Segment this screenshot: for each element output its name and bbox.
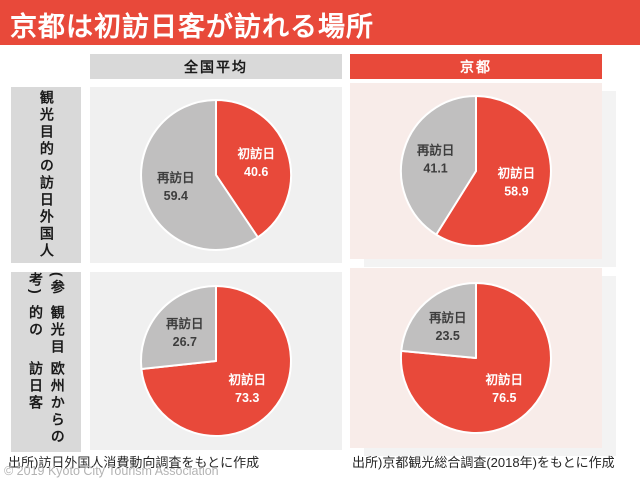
column-header-kyoto-label: 京都 [460, 58, 492, 75]
panel-kyoto-tourism: 初訪日 58.9 再訪日 41.1 [350, 83, 602, 259]
row-header-line: 観光目的の [38, 90, 55, 175]
pie-national-tourism: 初訪日 40.6 再訪日 59.4 [140, 99, 292, 251]
column-header-kyoto: 京都 [350, 54, 602, 79]
row-header-line: 欧州からの訪日客 [28, 361, 66, 447]
pie-kyoto-europe: 初訪日 76.5 再訪日 23.5 [399, 282, 552, 434]
row-header-europe-visitors: (参考) 観光目的の 欧州からの訪日客 [11, 272, 81, 452]
column-header-national-label: 全国平均 [184, 58, 248, 75]
panel-national-europe: 初訪日 73.3 再訪日 26.7 [90, 272, 342, 450]
source-note-kyoto: 出所)京都観光総合調査(2018年)をもとに作成 [352, 455, 615, 470]
panel-kyoto-europe: 初訪日 76.5 再訪日 23.5 [350, 268, 602, 448]
row-header-tourism-visitors: 観光目的の 訪日外国人 [11, 87, 81, 263]
copyright-note: © 2019 Kyoto City Tourism Association [4, 464, 219, 478]
title-banner: 京都は初訪日客が訪れる場所 [0, 0, 640, 45]
row-header-line: 訪日外国人 [38, 175, 55, 260]
row-header-line: (参考) [28, 272, 66, 297]
panel-national-tourism: 初訪日 40.6 再訪日 59.4 [90, 87, 342, 263]
page-title: 京都は初訪日客が訪れる場所 [10, 12, 374, 42]
source-note-national: 出所)訪日外国人消費動向調査をもとに作成 [8, 455, 260, 470]
row-header-line: 観光目的の [28, 304, 66, 356]
pie-kyoto-tourism: 初訪日 58.9 再訪日 41.1 [400, 95, 552, 247]
column-header-national-average: 全国平均 [90, 54, 342, 79]
pie-national-europe: 初訪日 73.3 再訪日 26.7 [139, 285, 292, 437]
